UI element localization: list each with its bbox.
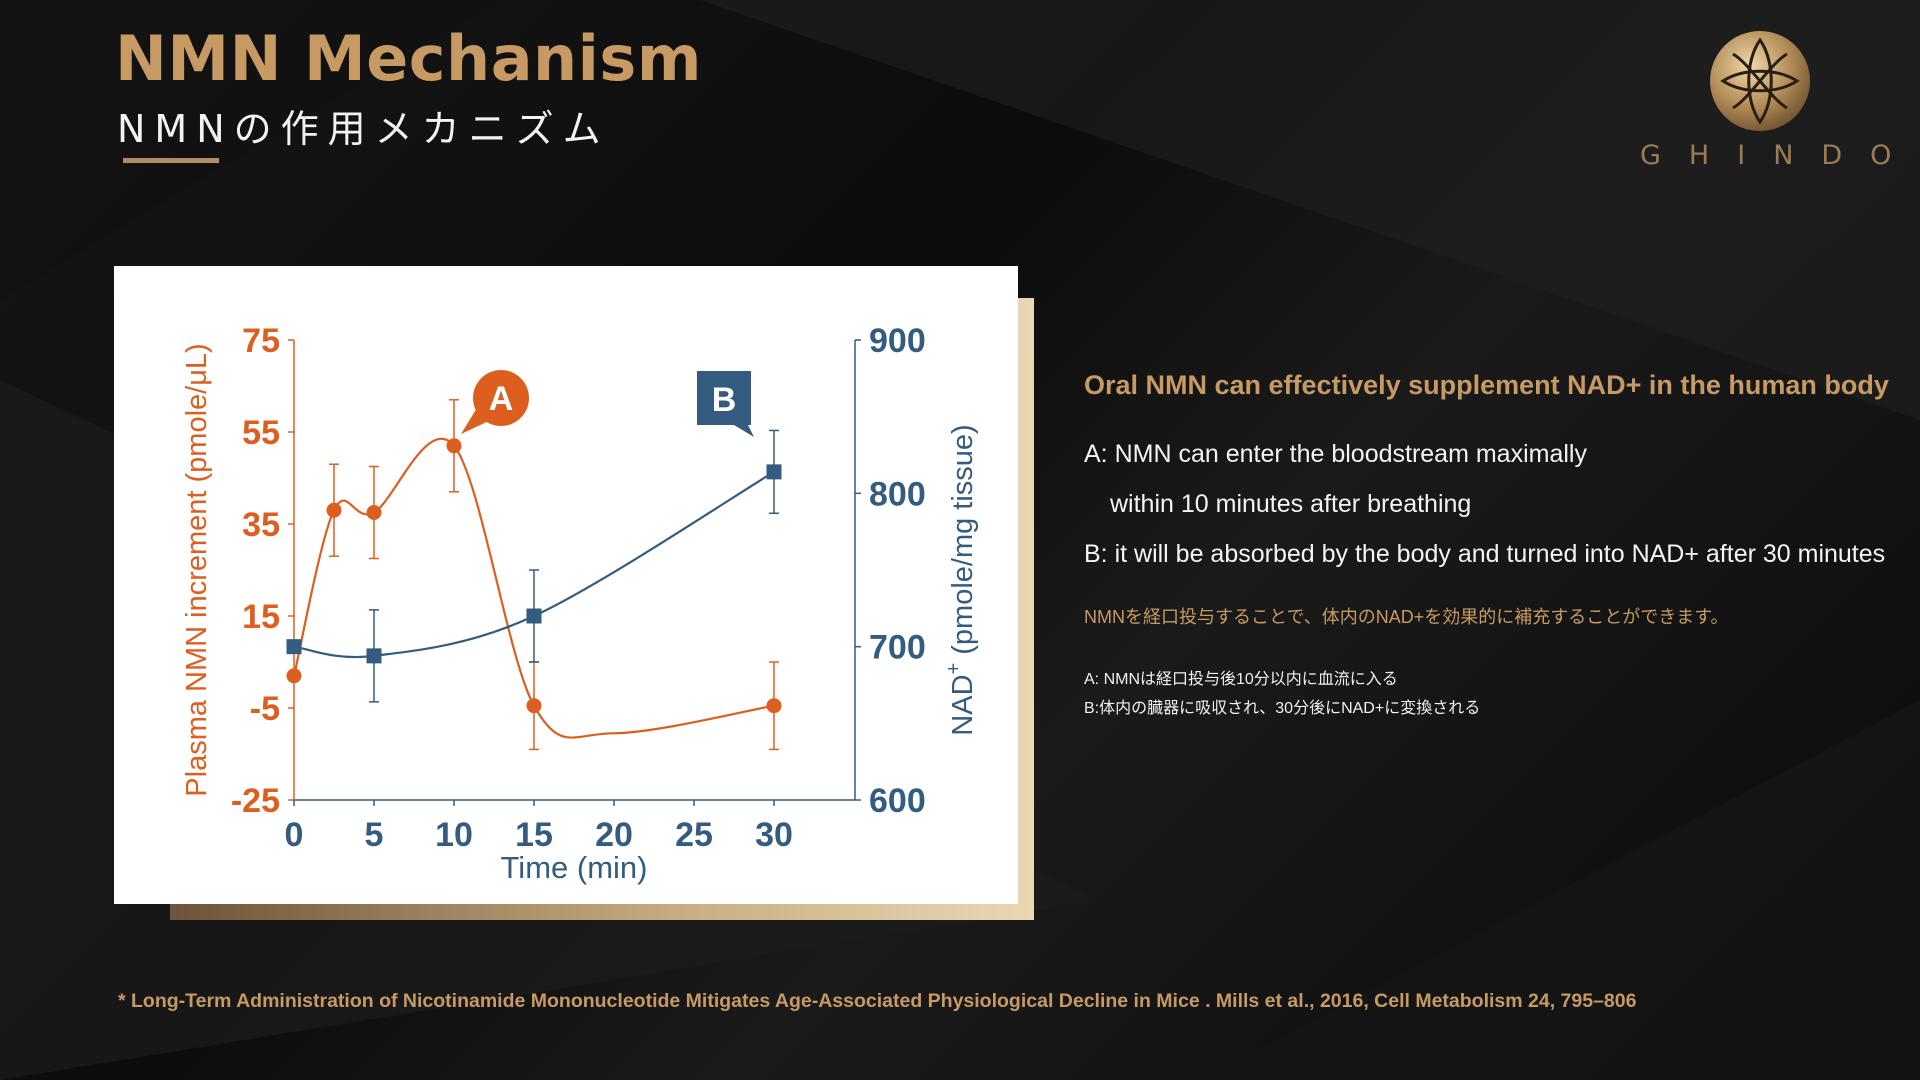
page-subtitle: NMNの作用メカニズム — [117, 107, 610, 151]
left-y-axis-label: Plasma NMN increment (pmole/μL) — [181, 343, 213, 796]
x-tick-label: 15 — [515, 816, 553, 854]
data-point-square — [766, 464, 782, 480]
data-point-circle — [766, 698, 782, 714]
left-tick-label: 15 — [242, 598, 280, 636]
x-tick-label: 30 — [755, 816, 793, 854]
left-tick-label: -25 — [231, 782, 280, 820]
data-point-square — [366, 648, 382, 664]
nmn-nad-chart: 75 55 35 15 -5 -25 900 800 700 600 0 5 10 15 20 25 30 Tim… — [181, 322, 979, 885]
left-tick-label: 55 — [242, 414, 280, 452]
right-tick-label: 700 — [869, 629, 926, 667]
right-tick-label: 600 — [869, 782, 926, 820]
x-tick-label: 20 — [595, 816, 633, 854]
brand-name: GHINDO — [1640, 140, 1920, 171]
annotation-a-badge — [473, 370, 529, 426]
x-tick-label: 5 — [365, 816, 384, 854]
title-underline — [123, 158, 219, 163]
right-y-axis-label: NAD+ (pmole/mg tissue) — [943, 424, 979, 735]
left-tick-label: 35 — [242, 506, 280, 544]
data-point-square — [526, 608, 542, 624]
lotus-logo-icon — [1710, 31, 1810, 131]
lead-statement: Oral NMN can effectively supplement NAD+… — [1084, 370, 1889, 400]
data-point-circle — [366, 505, 382, 520]
x-tick-label: 0 — [285, 816, 304, 854]
page-title: NMN Mechanism — [115, 22, 702, 95]
right-tick-label: 800 — [869, 475, 926, 513]
point-b: B: it will be absorbed by the body and t… — [1084, 540, 1886, 568]
point-a-continued: within 10 minutes after breathing — [1110, 490, 1472, 518]
data-point-square — [286, 639, 302, 655]
annotation-a-label: A — [489, 380, 514, 418]
data-point-circle — [526, 698, 542, 714]
data-point-circle — [286, 668, 302, 684]
right-tick-label: 900 — [869, 322, 926, 360]
jp-point-b: B:体内の臓器に吸収され、30分後にNAD+に変換される — [1084, 700, 1481, 717]
annotation-b-badge — [697, 371, 751, 425]
annotation-b-pointer — [734, 425, 754, 437]
annotation-b-label: B — [712, 381, 737, 419]
x-tick-label: 25 — [675, 816, 713, 854]
jp-lead-statement: NMNを経口投与することで、体内のNAD+を効果的に補充することができます。 — [1084, 607, 1729, 627]
citation-footnote: * Long-Term Administration of Nicotinami… — [118, 990, 1637, 1012]
x-axis-label: Time (min) — [501, 850, 648, 885]
explanation-panel: Oral NMN can effectively supplement NAD+… — [1084, 370, 1904, 723]
jp-point-a: A: NMNは経口投与後10分以内に血流に入る — [1084, 671, 1398, 688]
point-a: A: NMN can enter the bloodstream maximal… — [1084, 440, 1587, 468]
chart-card: 75 55 35 15 -5 -25 900 800 700 600 0 5 10 15 20 25 30 Tim… — [114, 266, 1018, 904]
jp-points: A: NMNは経口投与後10分以内に血流に入る B:体内の臓器に吸収され、30分… — [1084, 665, 1904, 723]
series-line-nad — [293, 470, 775, 659]
x-tick-label: 10 — [435, 816, 473, 854]
left-tick-label: -5 — [250, 690, 280, 728]
data-point-circle — [326, 502, 342, 518]
left-tick-label: 75 — [242, 322, 280, 360]
data-point-circle — [446, 438, 462, 454]
